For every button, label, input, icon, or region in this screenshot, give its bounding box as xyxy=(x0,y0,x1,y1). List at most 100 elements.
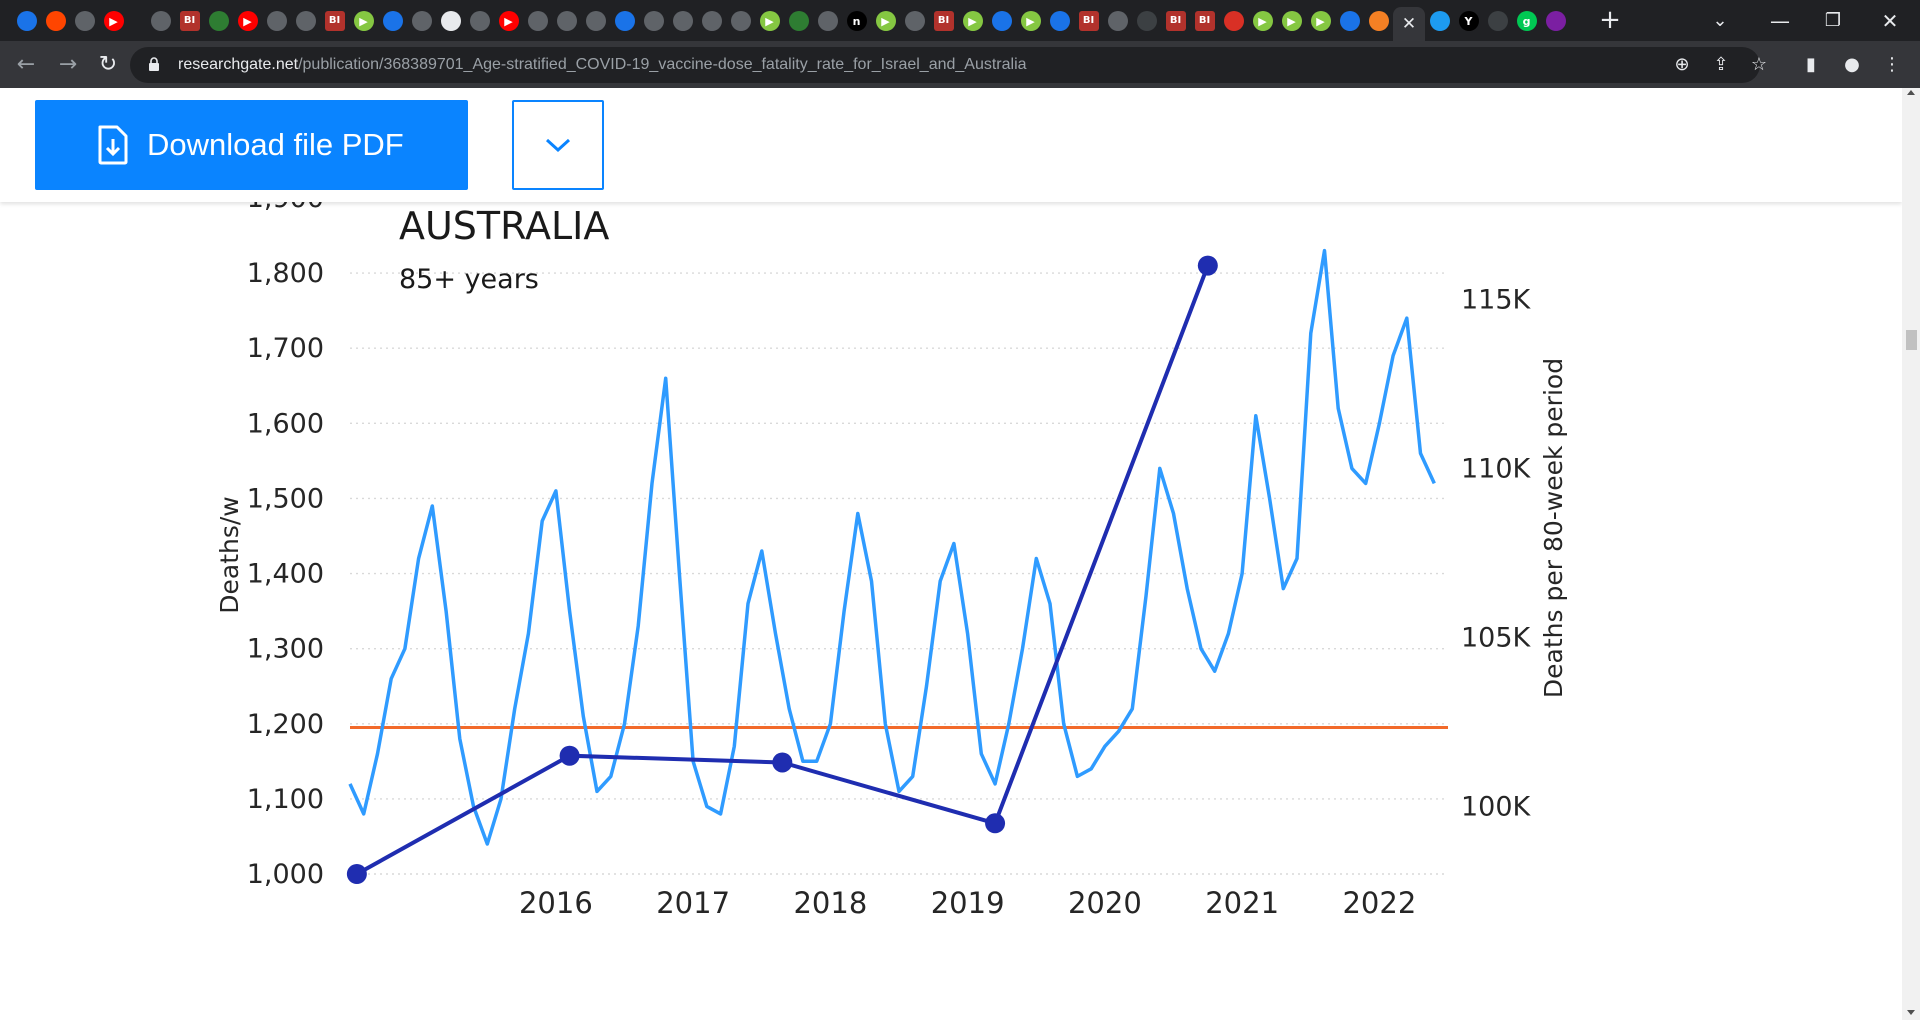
browser-tab[interactable] xyxy=(12,8,41,34)
file-download-icon xyxy=(98,125,128,165)
browser-tab[interactable] xyxy=(436,8,465,34)
menu-kebab-icon[interactable]: ⋮ xyxy=(1883,54,1901,75)
close-window-icon[interactable]: ✕ xyxy=(1881,8,1899,33)
n-icon: n xyxy=(846,11,867,31)
tab-search-icon[interactable]: ⌄ xyxy=(1712,10,1728,31)
x-tick-label: 2021 xyxy=(1205,886,1279,920)
browser-tab[interactable] xyxy=(1541,8,1570,34)
browser-tab[interactable] xyxy=(41,8,70,34)
browser-tab[interactable]: ▶ xyxy=(755,8,784,34)
side-panel-icon[interactable]: ▮ xyxy=(1806,54,1816,75)
browser-tab[interactable] xyxy=(1364,8,1393,34)
browser-tab[interactable]: n xyxy=(842,8,871,34)
dose-fatality-layer xyxy=(346,255,1218,884)
more-options-dropdown-button[interactable] xyxy=(512,100,604,190)
lock-icon xyxy=(149,57,159,71)
address-bar[interactable]: researchgate.net/publication/368389701_A… xyxy=(130,47,1767,83)
download-pdf-button[interactable]: Download file PDF xyxy=(35,100,468,190)
browser-tab[interactable]: ▶ xyxy=(1277,8,1306,34)
dose-fatality-point xyxy=(1197,255,1218,276)
youtube-icon: ▶ xyxy=(237,11,258,31)
chevron-down-icon xyxy=(545,138,571,153)
browser-tab[interactable] xyxy=(1483,8,1512,34)
restore-icon[interactable]: ❐ xyxy=(1824,10,1842,31)
browser-tab[interactable]: BI xyxy=(1074,8,1103,34)
rumble-icon: ▶ xyxy=(875,11,896,31)
g-icon: g xyxy=(1516,11,1537,31)
browser-tab[interactable] xyxy=(378,8,407,34)
browser-tab[interactable]: g xyxy=(1512,8,1541,34)
minimize-icon[interactable]: — xyxy=(1770,8,1790,33)
browser-tab[interactable] xyxy=(1045,8,1074,34)
active-tab-close-icon[interactable]: ✕ xyxy=(1393,7,1425,41)
tree-icon xyxy=(208,11,229,31)
forward-arrow-icon[interactable]: → xyxy=(58,52,78,77)
browser-tab[interactable] xyxy=(146,8,175,34)
browser-tab[interactable]: ▶ xyxy=(871,8,900,34)
dose-fatality-point xyxy=(346,864,367,884)
browser-tab[interactable]: ▶ xyxy=(494,8,523,34)
y2-axis-label: Deaths per 80-week period xyxy=(1539,358,1568,698)
browser-tab[interactable]: ▶ xyxy=(1016,8,1045,34)
search-icon xyxy=(1049,11,1070,31)
browser-tab[interactable] xyxy=(581,8,610,34)
browser-tab[interactable] xyxy=(987,8,1016,34)
browser-tab[interactable] xyxy=(726,8,755,34)
browser-tab[interactable] xyxy=(1425,8,1454,34)
browser-tab[interactable]: ▶ xyxy=(1306,8,1335,34)
browser-tab[interactable]: BI xyxy=(1190,8,1219,34)
browser-tab[interactable] xyxy=(668,8,697,34)
back-arrow-icon[interactable]: ← xyxy=(16,52,36,77)
browser-tab[interactable] xyxy=(552,8,581,34)
browser-tab[interactable]: BI xyxy=(1161,8,1190,34)
y2-tick-label: 110K xyxy=(1461,453,1532,484)
browser-tab[interactable] xyxy=(697,8,726,34)
browser-tab[interactable]: ▶ xyxy=(349,8,378,34)
bookmark-star-icon[interactable]: ☆ xyxy=(1750,54,1768,75)
browser-tab[interactable] xyxy=(291,8,320,34)
share-icon[interactable]: ⇪ xyxy=(1713,54,1729,75)
browser-tab[interactable] xyxy=(610,8,639,34)
browser-tab[interactable] xyxy=(900,8,929,34)
business-insider-icon: BI xyxy=(324,11,345,31)
browser-tab[interactable]: BI xyxy=(175,8,204,34)
scroll-down-arrow-icon[interactable] xyxy=(1907,1010,1915,1015)
browser-tab[interactable] xyxy=(813,8,842,34)
browser-tab[interactable] xyxy=(1103,8,1132,34)
x-tick-label: 2020 xyxy=(1068,886,1142,920)
browser-tab[interactable] xyxy=(523,8,552,34)
browser-tab[interactable] xyxy=(407,8,436,34)
zoom-icon[interactable]: ⊕ xyxy=(1674,54,1690,75)
browser-tab[interactable] xyxy=(1219,8,1248,34)
page-scrollbar[interactable] xyxy=(1902,88,1920,1020)
browser-tab[interactable]: ▶ xyxy=(99,8,128,34)
scroll-up-arrow-icon[interactable] xyxy=(1907,90,1915,95)
browser-tab[interactable] xyxy=(784,8,813,34)
browser-tab[interactable] xyxy=(262,8,291,34)
profile-icon[interactable]: ● xyxy=(1844,54,1860,75)
browser-tab[interactable]: Y xyxy=(1454,8,1483,34)
browser-tab[interactable] xyxy=(639,8,668,34)
browser-tab[interactable]: ▶ xyxy=(958,8,987,34)
browser-tab[interactable] xyxy=(70,8,99,34)
scrollbar-thumb[interactable] xyxy=(1906,330,1917,350)
browser-tab[interactable] xyxy=(204,8,233,34)
browser-tab[interactable] xyxy=(1335,8,1364,34)
browser-tab[interactable]: ▶ xyxy=(233,8,262,34)
business-insider-icon: BI xyxy=(179,11,200,31)
globe-icon xyxy=(469,11,490,31)
url-text[interactable]: researchgate.net/publication/368389701_A… xyxy=(178,56,1027,74)
shield-icon xyxy=(1339,11,1360,31)
x-tick-label: 2018 xyxy=(793,886,867,920)
reload-icon[interactable]: ↻ xyxy=(98,52,118,77)
bank-icon xyxy=(1487,11,1508,31)
browser-tab[interactable] xyxy=(465,8,494,34)
business-insider-icon: BI xyxy=(933,11,954,31)
browser-tab[interactable] xyxy=(1132,8,1161,34)
new-tab-button[interactable]: + xyxy=(1599,5,1621,35)
youtube-icon: ▶ xyxy=(103,11,124,31)
browser-tab[interactable]: ▶ xyxy=(1248,8,1277,34)
browser-tab[interactable]: BI xyxy=(320,8,349,34)
browser-tab[interactable]: BI xyxy=(929,8,958,34)
